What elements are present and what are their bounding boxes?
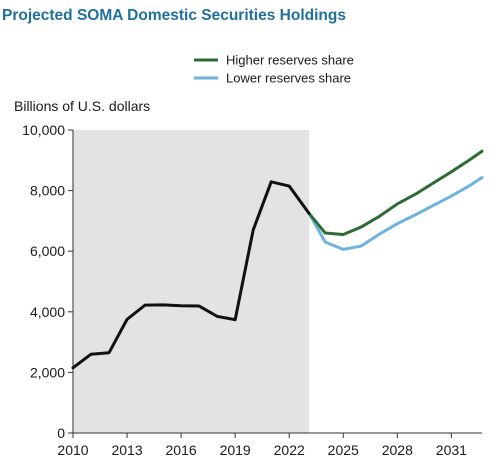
chart-title: Projected SOMA Domestic Securities Holdi… (2, 7, 346, 24)
legend: Higher reserves share Lower reserves sha… (194, 53, 354, 86)
y-tick-label: 6,000 (30, 243, 65, 259)
legend-label-lower-reserves: Lower reserves share (226, 71, 351, 86)
x-tick-label: 2022 (274, 442, 305, 458)
x-tick-label: 2028 (382, 442, 413, 458)
y-tick-label: 10,000 (22, 122, 65, 138)
y-tick-label: 0 (57, 425, 65, 441)
x-tick-label: 2019 (220, 442, 251, 458)
historical-shaded-region (73, 130, 310, 433)
y-tick-label: 8,000 (30, 183, 65, 199)
y-tick-label: 2,000 (30, 364, 65, 380)
y-tick-label: 4,000 (30, 304, 65, 320)
x-tick-label: 2013 (111, 442, 142, 458)
series-line-higher-reserves-share (307, 149, 484, 237)
x-tick-label: 2010 (57, 442, 88, 458)
x-tick-label: 2016 (166, 442, 197, 458)
series-line-historical (71, 180, 311, 370)
y-axis-label: Billions of U.S. dollars (14, 98, 150, 114)
x-tick-label: 2031 (436, 442, 467, 458)
x-tick-labels: 2010 2013 2016 2019 2022 2025 2028 2031 (57, 433, 467, 458)
axes (72, 130, 482, 434)
series-lines (71, 149, 484, 370)
x-tick-label: 2025 (328, 442, 359, 458)
series-line-lower-reserves-share (307, 176, 484, 251)
legend-label-higher-reserves: Higher reserves share (226, 53, 354, 68)
y-tick-labels: 0 2,000 4,000 6,000 8,000 10,000 (22, 122, 73, 441)
historical-shade-rect (73, 130, 310, 433)
